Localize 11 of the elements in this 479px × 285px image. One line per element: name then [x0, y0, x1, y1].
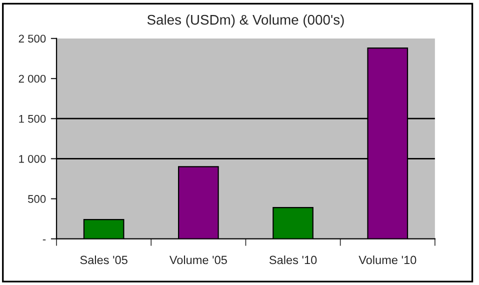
x-tick-label: Sales '10	[269, 255, 317, 264]
chart-title: Sales (USDm) & Volume (000's)	[147, 14, 344, 28]
x-tick-label: Sales '05	[80, 255, 128, 264]
y-tick-label: 1 500	[19, 114, 46, 123]
y-tick-label: -	[42, 239, 46, 240]
x-tick-label: Volume '05	[169, 255, 227, 264]
y-tick-label: 1 000	[19, 154, 46, 163]
y-tick-label: 2 500	[18, 34, 46, 43]
y-tick-label: 500	[28, 195, 46, 203]
x-tick-label: Volume '10	[358, 255, 416, 264]
y-tick-label: 2 000	[18, 74, 46, 83]
